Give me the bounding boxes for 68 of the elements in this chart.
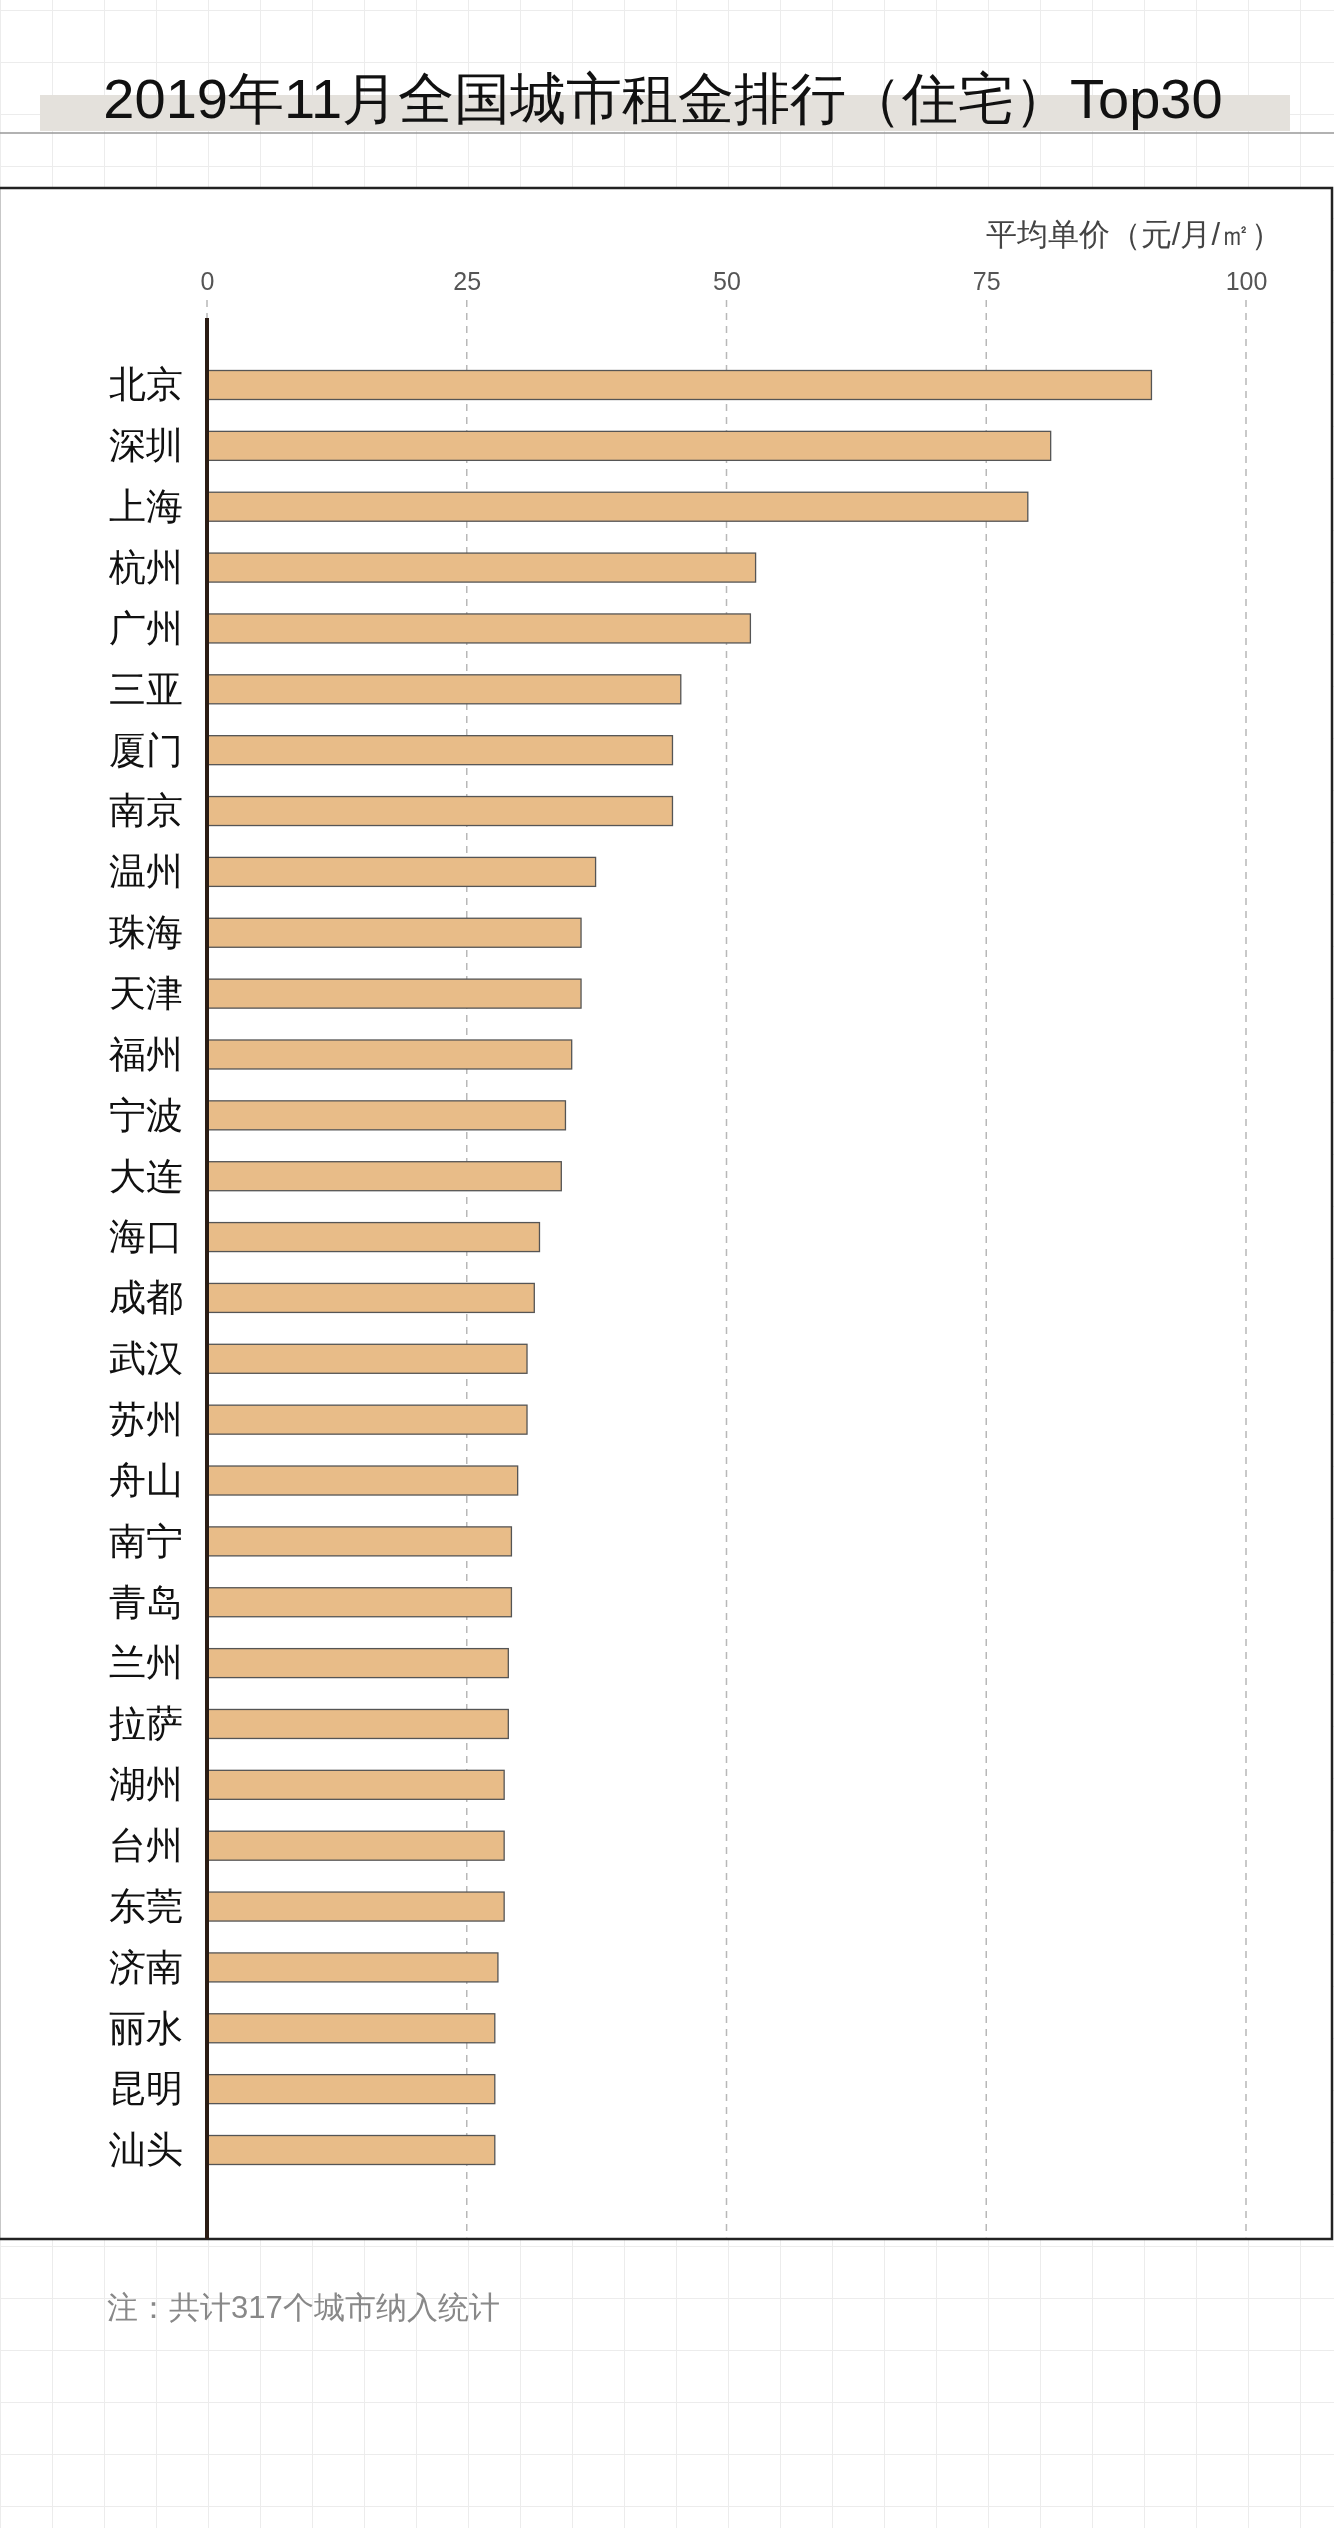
y-tick-label: 广州	[109, 607, 183, 649]
y-tick-label: 武汉	[109, 1338, 183, 1380]
bar	[206, 978, 582, 1009]
y-tick-label: 昆明	[109, 2068, 183, 2110]
bar	[206, 1282, 535, 1314]
chart-title: 2019年11月全国城市租金排行（住宅）Top30	[103, 67, 1223, 130]
y-tick-label: 兰州	[109, 1642, 183, 1684]
x-tick-label: 75	[972, 267, 1001, 295]
y-tick-label: 汕头	[109, 2129, 183, 2171]
y-tick-label: 三亚	[109, 668, 183, 710]
bar	[206, 1587, 513, 1618]
bar	[206, 430, 1052, 462]
bar	[206, 1526, 513, 1557]
y-tick-label: 成都	[109, 1277, 183, 1319]
y-tick-label: 深圳	[109, 425, 183, 467]
y-tick-label: 北京	[109, 364, 183, 406]
y-tick-label: 湖州	[109, 1764, 183, 1806]
bar	[206, 795, 674, 827]
y-tick-label: 拉萨	[109, 1703, 183, 1745]
bar	[206, 1343, 528, 1374]
bar	[206, 1830, 505, 1861]
bar	[206, 2013, 496, 2044]
bar	[206, 552, 757, 583]
bar	[206, 1647, 509, 1679]
x-tick-label: 25	[453, 267, 482, 295]
x-tick-label: 100	[1225, 267, 1268, 295]
y-tick-label: 青岛	[109, 1581, 183, 1623]
bar	[206, 2073, 496, 2105]
y-tick-label: 上海	[109, 486, 183, 528]
bar	[206, 1404, 528, 1435]
y-tick-label: 南宁	[109, 1520, 183, 1562]
bar	[206, 1221, 541, 1253]
y-tick-label: 厦门	[109, 729, 183, 771]
bar	[206, 917, 582, 948]
bar	[206, 1708, 509, 1740]
bar	[206, 369, 1153, 401]
y-tick-label: 福州	[109, 1033, 183, 1075]
bar	[206, 674, 682, 705]
bar	[206, 613, 752, 644]
x-tick-label: 50	[713, 267, 741, 295]
bar	[206, 1769, 505, 1800]
y-tick-label: 苏州	[109, 1399, 183, 1440]
bar	[206, 1161, 562, 1192]
bar	[206, 856, 597, 888]
y-tick-label: 舟山	[109, 1459, 183, 1501]
y-tick-label: 宁波	[109, 1094, 183, 1136]
y-tick-label: 温州	[109, 851, 183, 893]
y-tick-label: 丽水	[109, 2007, 183, 2049]
bar	[206, 1891, 505, 1922]
bar	[206, 491, 1029, 522]
y-tick-label: 东莞	[109, 1885, 183, 1927]
bar	[206, 1100, 567, 1131]
y-tick-label: 南京	[109, 790, 183, 832]
bar	[206, 1465, 519, 1496]
bar	[206, 1039, 573, 1070]
y-tick-label: 大连	[109, 1155, 183, 1197]
y-tick-label: 台州	[109, 1825, 183, 1867]
y-tick-label: 海口	[109, 1216, 183, 1258]
x-tick-label: 0	[200, 267, 215, 295]
y-tick-label: 天津	[109, 972, 183, 1014]
bar	[206, 1952, 499, 1983]
bar	[206, 2134, 496, 2166]
bar	[206, 735, 674, 766]
y-tick-label: 济南	[109, 1946, 183, 1988]
x-axis-title: 平均单价（元/月/㎡）	[985, 217, 1282, 252]
y-tick-label: 珠海	[109, 912, 183, 954]
y-tick-label: 杭州	[108, 546, 183, 588]
text: 注：共计317个城市纳入统计	[107, 2290, 500, 2325]
